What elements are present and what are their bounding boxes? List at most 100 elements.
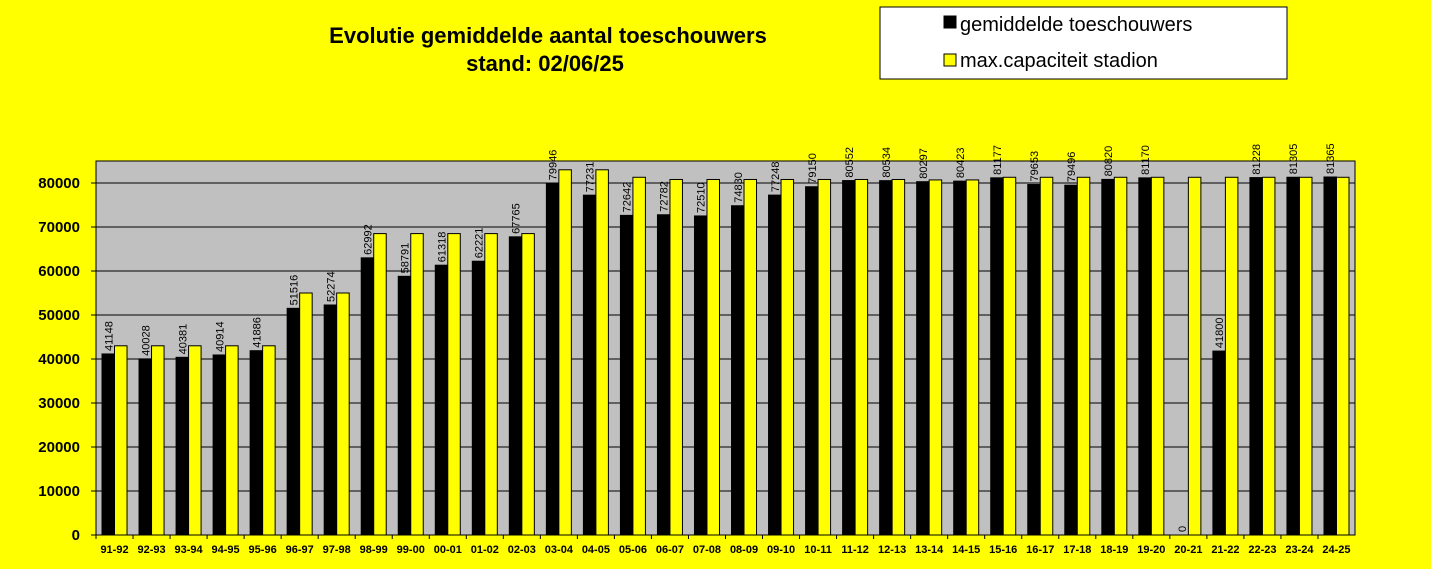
bar-capacity — [1261, 176, 1276, 536]
chart-title: Evolutie gemiddelde aantal toeschouwers — [329, 23, 767, 48]
bar-average — [545, 182, 560, 536]
data-label: 79653 — [1029, 151, 1041, 182]
bar-capacity — [521, 233, 535, 536]
xtick-label: 07-08 — [693, 544, 721, 556]
data-label: 62992 — [362, 224, 374, 255]
bar-average — [805, 186, 819, 536]
xtick-label: 04-05 — [582, 544, 610, 556]
xtick-label: 13-14 — [915, 544, 944, 556]
bar-capacity — [1113, 176, 1128, 536]
bar-average — [842, 180, 856, 536]
xtick-label: 24-25 — [1322, 544, 1350, 556]
xtick-label: 23-24 — [1285, 544, 1314, 556]
bar-capacity — [817, 178, 832, 536]
data-label: 41148 — [103, 321, 115, 351]
bar-capacity — [595, 169, 609, 536]
legend-label-average: gemiddelde toeschouwers — [960, 14, 1192, 36]
xtick-label: 18-19 — [1100, 544, 1128, 556]
data-label: 72642 — [622, 182, 634, 213]
bar-capacity — [262, 345, 276, 536]
xtick-label: 97-98 — [323, 544, 351, 556]
data-label: 81170 — [1140, 145, 1152, 175]
bar-average — [1027, 184, 1041, 536]
bar-average — [138, 358, 153, 536]
bar-average — [1249, 177, 1263, 536]
bar-average — [731, 205, 745, 536]
bar-capacity — [188, 345, 202, 536]
bar-capacity — [151, 345, 165, 536]
bar-average — [1212, 350, 1226, 536]
bar-capacity — [854, 178, 869, 536]
data-label: 77248 — [770, 162, 782, 193]
ytick-label: 10000 — [38, 483, 80, 500]
xtick-label: 21-22 — [1211, 544, 1239, 556]
xtick-label: 11-12 — [841, 544, 869, 556]
ytick-label: 30000 — [38, 395, 80, 412]
bar-average — [101, 353, 116, 536]
ytick-label: 40000 — [38, 351, 80, 368]
bar-capacity — [410, 233, 424, 536]
xtick-label: 91-92 — [100, 544, 128, 556]
xtick-label: 92-93 — [137, 544, 165, 556]
data-label: 72510 — [696, 182, 708, 213]
ytick-label: 0 — [72, 527, 80, 544]
bar-capacity — [780, 178, 795, 536]
bar-average — [471, 260, 486, 536]
bar-capacity — [1298, 176, 1313, 536]
bar-average — [619, 214, 634, 536]
xtick-label: 14-15 — [952, 544, 980, 556]
bar-average — [286, 307, 301, 536]
plot-area — [95, 160, 1356, 536]
bar-capacity — [225, 345, 239, 536]
legend: gemiddelde toeschouwers max.capaciteit s… — [879, 6, 1288, 80]
bar-average — [434, 264, 449, 536]
xtick-label: 00-01 — [434, 544, 462, 556]
bar-average — [916, 181, 930, 536]
bar-capacity — [484, 233, 498, 536]
xtick-label: 94-95 — [212, 544, 240, 556]
bar-capacity — [1187, 176, 1202, 536]
xtick-label: 12-13 — [878, 544, 906, 556]
bar-capacity — [114, 345, 128, 536]
bar-capacity — [1335, 176, 1350, 536]
ytick-label: 20000 — [38, 439, 80, 456]
bar-average — [953, 180, 967, 536]
bar-average — [508, 236, 523, 536]
bar-average — [768, 194, 782, 536]
xtick-label: 08-09 — [730, 544, 758, 556]
bar-average — [990, 177, 1004, 536]
bar-average — [175, 356, 190, 536]
xtick-label: 17-18 — [1063, 544, 1091, 556]
data-label: 61318 — [437, 232, 449, 263]
ytick-label: 70000 — [38, 219, 80, 236]
bar-capacity — [743, 178, 758, 536]
legend-swatch-average — [943, 15, 957, 29]
bar-average — [1101, 178, 1115, 536]
xtick-label: 03-04 — [545, 544, 574, 556]
bar-average — [879, 180, 893, 536]
bar-capacity — [373, 233, 387, 536]
ytick-label: 60000 — [38, 263, 80, 280]
data-label: 52274 — [325, 271, 337, 302]
ytick-label: 50000 — [38, 307, 80, 324]
data-label: 41886 — [251, 317, 263, 348]
ytick-label: 80000 — [38, 175, 80, 192]
bar-average — [693, 215, 708, 536]
bar-capacity — [706, 178, 720, 536]
bar-average — [582, 194, 597, 536]
bar-average — [249, 350, 264, 536]
xtick-label: 09-10 — [767, 544, 795, 556]
bar-capacity — [1076, 176, 1091, 536]
xtick-label: 16-17 — [1026, 544, 1054, 556]
data-label: 80423 — [955, 148, 967, 179]
data-label: 62221 — [474, 228, 486, 259]
bar-capacity — [891, 178, 906, 536]
data-label: 41800 — [1214, 317, 1226, 348]
bar-average — [360, 257, 375, 536]
data-label: 72782 — [659, 181, 671, 212]
data-label: 40381 — [177, 324, 189, 355]
xtick-label: 99-00 — [397, 544, 425, 556]
y-axis: 0 10000 20000 30000 40000 50000 60000 70000 8000… — [38, 161, 97, 544]
data-label: 79946 — [548, 150, 560, 181]
data-label: 74830 — [733, 172, 745, 203]
